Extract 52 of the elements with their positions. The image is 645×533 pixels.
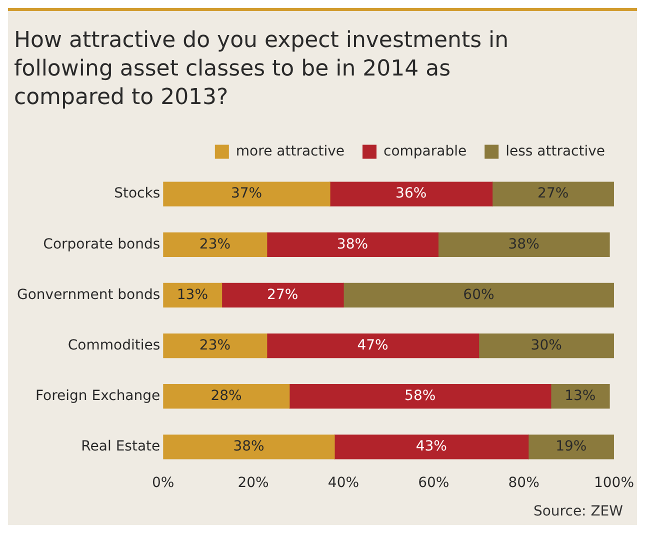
bar — [478, 333, 614, 358]
bar — [163, 182, 330, 206]
x-tick-label: 80% — [508, 475, 540, 492]
data-label: 13% — [176, 286, 208, 303]
chart-title: How attractive do you expect investments in following asset classes to be in 2014 as compared to 2013? — [14, 28, 509, 110]
data-label: 27% — [538, 186, 569, 202]
bar — [334, 434, 529, 460]
bar — [163, 333, 268, 358]
data-label: 60% — [463, 286, 494, 303]
data-label: 19% — [556, 438, 587, 455]
bar — [343, 282, 614, 308]
data-label: 30% — [530, 337, 562, 354]
data-label: 58% — [404, 388, 436, 404]
x-tick-label: 100% — [594, 475, 634, 492]
data-label: 38% — [336, 236, 368, 252]
bar — [528, 434, 614, 460]
y-tick-label: Foreign Exchange — [35, 388, 160, 404]
x-tick-label: 60% — [418, 475, 450, 492]
data-label: 36% — [396, 186, 427, 202]
y-tick-label: Commodities — [68, 337, 160, 354]
data-label: 27% — [267, 286, 298, 303]
data-label: 38% — [233, 438, 264, 455]
source-note: Source: ZEW — [533, 504, 624, 520]
x-tick-label: 40% — [328, 475, 360, 492]
bar — [492, 182, 614, 206]
bar — [266, 333, 480, 358]
data-label: 43% — [416, 438, 447, 455]
x-tick-label: 0% — [152, 475, 174, 492]
bar — [163, 384, 290, 409]
legend-label: less attractive — [506, 143, 606, 160]
x-tick-label: 20% — [238, 475, 269, 492]
bar — [163, 434, 335, 460]
y-tick-label: Stocks — [114, 186, 160, 202]
bar — [221, 282, 344, 308]
bar — [289, 384, 552, 409]
y-tick-label: Gonvernment bonds — [16, 286, 160, 303]
legend-label: comparable — [384, 143, 467, 160]
bar — [163, 232, 268, 257]
bar — [330, 182, 493, 206]
bar — [266, 232, 438, 257]
bar — [550, 384, 610, 409]
data-label: 37% — [230, 186, 262, 202]
data-label: 23% — [199, 236, 231, 252]
data-label: 38% — [508, 236, 540, 252]
legend-label: more attractive — [236, 143, 345, 160]
data-label: 47% — [357, 337, 388, 354]
data-label: 28% — [210, 388, 242, 404]
data-label: 23% — [199, 337, 231, 354]
data-label: 13% — [564, 388, 596, 404]
y-tick-label: Corporate bonds — [43, 236, 160, 252]
bar — [438, 232, 610, 257]
y-tick-label: Real Estate — [81, 438, 160, 455]
